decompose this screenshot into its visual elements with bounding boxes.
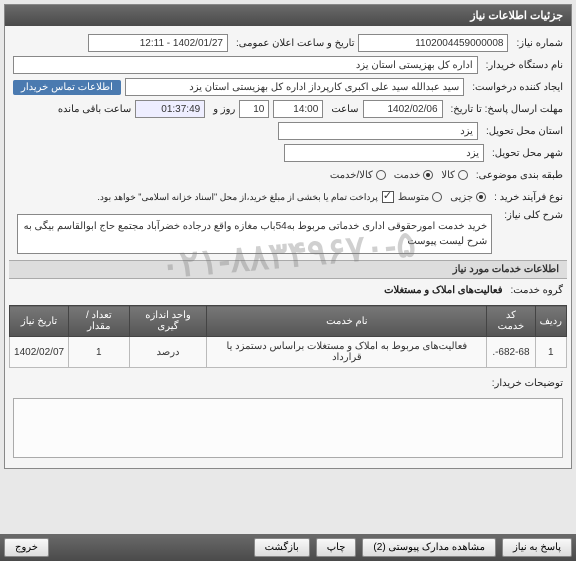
radio-goods-label: کالا — [441, 170, 455, 181]
contact-link[interactable]: اطلاعات تماس خریدار — [13, 80, 121, 95]
need-no-label: شماره نیاز: — [512, 38, 563, 49]
city-label: شهر محل تحویل: — [488, 148, 563, 159]
buyer-notes-label: توضیحات خریدار: — [488, 378, 563, 389]
radio-goods[interactable]: کالا — [441, 170, 468, 181]
treasury-checkbox[interactable] — [382, 191, 394, 203]
gen-desc-label: شرح کلی نیاز: — [500, 210, 563, 221]
buyer-value: اداره کل بهزیستی استان یزد — [13, 56, 478, 74]
province-value: یزد — [278, 122, 478, 140]
radio-mid-label: متوسط — [398, 192, 429, 203]
attachments-button[interactable]: مشاهده مدارک پیوستی (2) — [362, 538, 496, 557]
group-value: فعالیت‌های املاک و مستغلات — [380, 285, 502, 296]
details-panel: جزئیات اطلاعات نیاز شماره نیاز: 11020044… — [4, 4, 572, 469]
table-cell: 1402/02/07 — [10, 337, 69, 368]
radio-service-label: خدمت — [394, 170, 421, 181]
radio-mid[interactable]: متوسط — [398, 192, 442, 203]
radio-both-label: کالا/خدمت — [330, 170, 373, 181]
days-value: 10 — [239, 100, 269, 118]
back-button[interactable]: بازگشت — [254, 538, 310, 557]
countdown: 01:37:49 — [135, 100, 205, 118]
group-label: گروه خدمت: — [506, 285, 563, 296]
table-cell: فعالیت‌های مربوط به املاک و مستغلات براس… — [207, 337, 487, 368]
buyer-notes-area — [13, 398, 563, 458]
table-cell: 682-68-. — [487, 337, 535, 368]
deadline-time: 14:00 — [273, 100, 323, 118]
process-label: نوع فرآیند خرید : — [490, 192, 563, 203]
creator-value: سید عبدالله سید علی اکبری کارپرداز اداره… — [125, 78, 464, 96]
radio-both[interactable]: کالا/خدمت — [330, 170, 386, 181]
deadline-label: مهلت ارسال پاسخ: تا تاریخ: — [447, 104, 563, 115]
remain-label: ساعت باقی مانده — [54, 104, 131, 115]
announce-value: 1402/01/27 - 12:11 — [88, 34, 228, 52]
services-header: اطلاعات خدمات مورد نیاز — [9, 260, 567, 279]
subject-radio-group: کالا خدمت کالا/خدمت — [330, 170, 468, 181]
city-value: یزد — [284, 144, 484, 162]
table-cell: درصد — [129, 337, 207, 368]
table-col-header: تعداد / مقدار — [69, 306, 129, 337]
province-label: استان محل تحویل: — [482, 126, 563, 137]
gen-desc-box: خرید خدمت امورحقوقی اداری خدماتی مربوط ب… — [17, 214, 492, 254]
announce-label: تاریخ و ساعت اعلان عمومی: — [232, 38, 355, 49]
days-label: روز و — [209, 104, 235, 115]
table-col-header: نام خدمت — [207, 306, 487, 337]
table-header-row: ردیفکد خدمتنام خدمتواحد اندازه گیریتعداد… — [10, 306, 567, 337]
radio-minor[interactable]: جزیی — [450, 192, 486, 203]
exit-button[interactable]: خروج — [4, 538, 49, 557]
radio-minor-label: جزیی — [450, 192, 473, 203]
subject-class-label: طبقه بندی موضوعی: — [472, 170, 563, 181]
table-row: 1682-68-.فعالیت‌های مربوط به املاک و مست… — [10, 337, 567, 368]
creator-label: ایجاد کننده درخواست: — [468, 82, 563, 93]
deadline-date: 1402/02/06 — [363, 100, 443, 118]
time-label: ساعت — [327, 104, 358, 115]
table-body: 1682-68-.فعالیت‌های مربوط به املاک و مست… — [10, 337, 567, 368]
table-col-header: واحد اندازه گیری — [129, 306, 207, 337]
table-cell: 1 — [535, 337, 566, 368]
panel-title: جزئیات اطلاعات نیاز — [5, 5, 571, 26]
pay-note: پرداخت تمام یا بخشی از مبلغ خرید،از محل … — [93, 192, 377, 203]
table-col-header: کد خدمت — [487, 306, 535, 337]
reply-button[interactable]: پاسخ به نیاز — [502, 538, 572, 557]
services-table: ردیفکد خدمتنام خدمتواحد اندازه گیریتعداد… — [9, 305, 567, 368]
form-area: شماره نیاز: 1102004459000008 تاریخ و ساع… — [5, 26, 571, 468]
table-col-header: ردیف — [535, 306, 566, 337]
print-button[interactable]: چاپ — [316, 538, 357, 557]
need-no-value: 1102004459000008 — [358, 34, 508, 52]
table-col-header: تاریخ نیاز — [10, 306, 69, 337]
buyer-label: نام دستگاه خریدار: — [482, 60, 563, 71]
radio-service[interactable]: خدمت — [394, 170, 434, 181]
table-cell: 1 — [69, 337, 129, 368]
process-radio-group: جزیی متوسط — [398, 192, 486, 203]
